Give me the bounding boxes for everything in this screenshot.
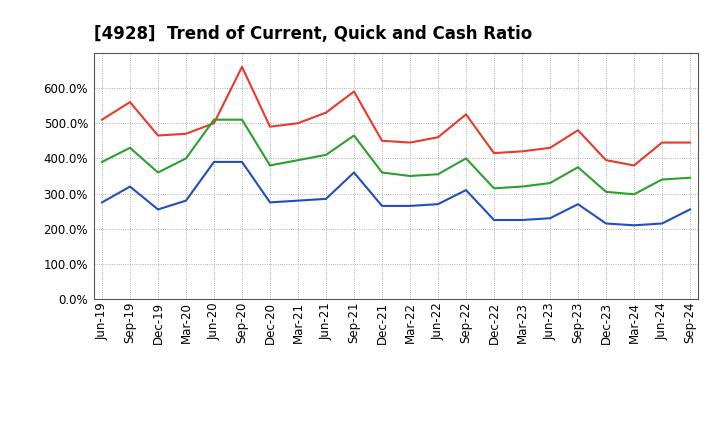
Cash Ratio <box>602 221 611 226</box>
Quick Ratio <box>378 170 387 175</box>
Quick Ratio <box>210 117 218 122</box>
Current Ratio <box>266 124 274 129</box>
Current Ratio <box>657 140 666 145</box>
Current Ratio <box>98 117 107 122</box>
Quick Ratio <box>462 156 470 161</box>
Cash Ratio <box>433 202 442 207</box>
Cash Ratio <box>350 170 359 175</box>
Current Ratio <box>350 89 359 94</box>
Quick Ratio <box>546 180 554 186</box>
Cash Ratio <box>657 221 666 226</box>
Cash Ratio <box>574 202 582 207</box>
Cash Ratio <box>546 216 554 221</box>
Current Ratio <box>294 121 302 126</box>
Current Ratio <box>574 128 582 133</box>
Quick Ratio <box>181 156 190 161</box>
Cash Ratio <box>322 196 330 202</box>
Quick Ratio <box>602 189 611 194</box>
Cash Ratio <box>685 207 694 212</box>
Current Ratio <box>405 140 414 145</box>
Current Ratio <box>378 138 387 143</box>
Current Ratio <box>602 158 611 163</box>
Quick Ratio <box>433 172 442 177</box>
Cash Ratio <box>462 187 470 193</box>
Cash Ratio <box>630 223 639 228</box>
Cash Ratio <box>294 198 302 203</box>
Quick Ratio <box>490 186 498 191</box>
Cash Ratio <box>266 200 274 205</box>
Line: Cash Ratio: Cash Ratio <box>102 162 690 225</box>
Cash Ratio <box>98 200 107 205</box>
Quick Ratio <box>657 177 666 182</box>
Cash Ratio <box>405 203 414 209</box>
Current Ratio <box>153 133 162 138</box>
Line: Current Ratio: Current Ratio <box>102 67 690 165</box>
Current Ratio <box>238 64 246 70</box>
Quick Ratio <box>685 175 694 180</box>
Current Ratio <box>181 131 190 136</box>
Text: [4928]  Trend of Current, Quick and Cash Ratio: [4928] Trend of Current, Quick and Cash … <box>94 25 532 43</box>
Cash Ratio <box>378 203 387 209</box>
Quick Ratio <box>266 163 274 168</box>
Current Ratio <box>210 121 218 126</box>
Current Ratio <box>518 149 526 154</box>
Current Ratio <box>546 145 554 150</box>
Current Ratio <box>322 110 330 115</box>
Quick Ratio <box>238 117 246 122</box>
Line: Quick Ratio: Quick Ratio <box>102 120 690 194</box>
Quick Ratio <box>98 159 107 165</box>
Current Ratio <box>433 135 442 140</box>
Cash Ratio <box>126 184 135 189</box>
Current Ratio <box>630 163 639 168</box>
Quick Ratio <box>322 152 330 158</box>
Current Ratio <box>462 112 470 117</box>
Current Ratio <box>126 99 135 105</box>
Quick Ratio <box>126 145 135 150</box>
Current Ratio <box>685 140 694 145</box>
Cash Ratio <box>518 217 526 223</box>
Current Ratio <box>490 150 498 156</box>
Quick Ratio <box>574 165 582 170</box>
Cash Ratio <box>210 159 218 165</box>
Quick Ratio <box>405 173 414 179</box>
Quick Ratio <box>350 133 359 138</box>
Cash Ratio <box>490 217 498 223</box>
Cash Ratio <box>238 159 246 165</box>
Quick Ratio <box>294 158 302 163</box>
Quick Ratio <box>518 184 526 189</box>
Cash Ratio <box>153 207 162 212</box>
Cash Ratio <box>181 198 190 203</box>
Quick Ratio <box>630 192 639 197</box>
Quick Ratio <box>153 170 162 175</box>
